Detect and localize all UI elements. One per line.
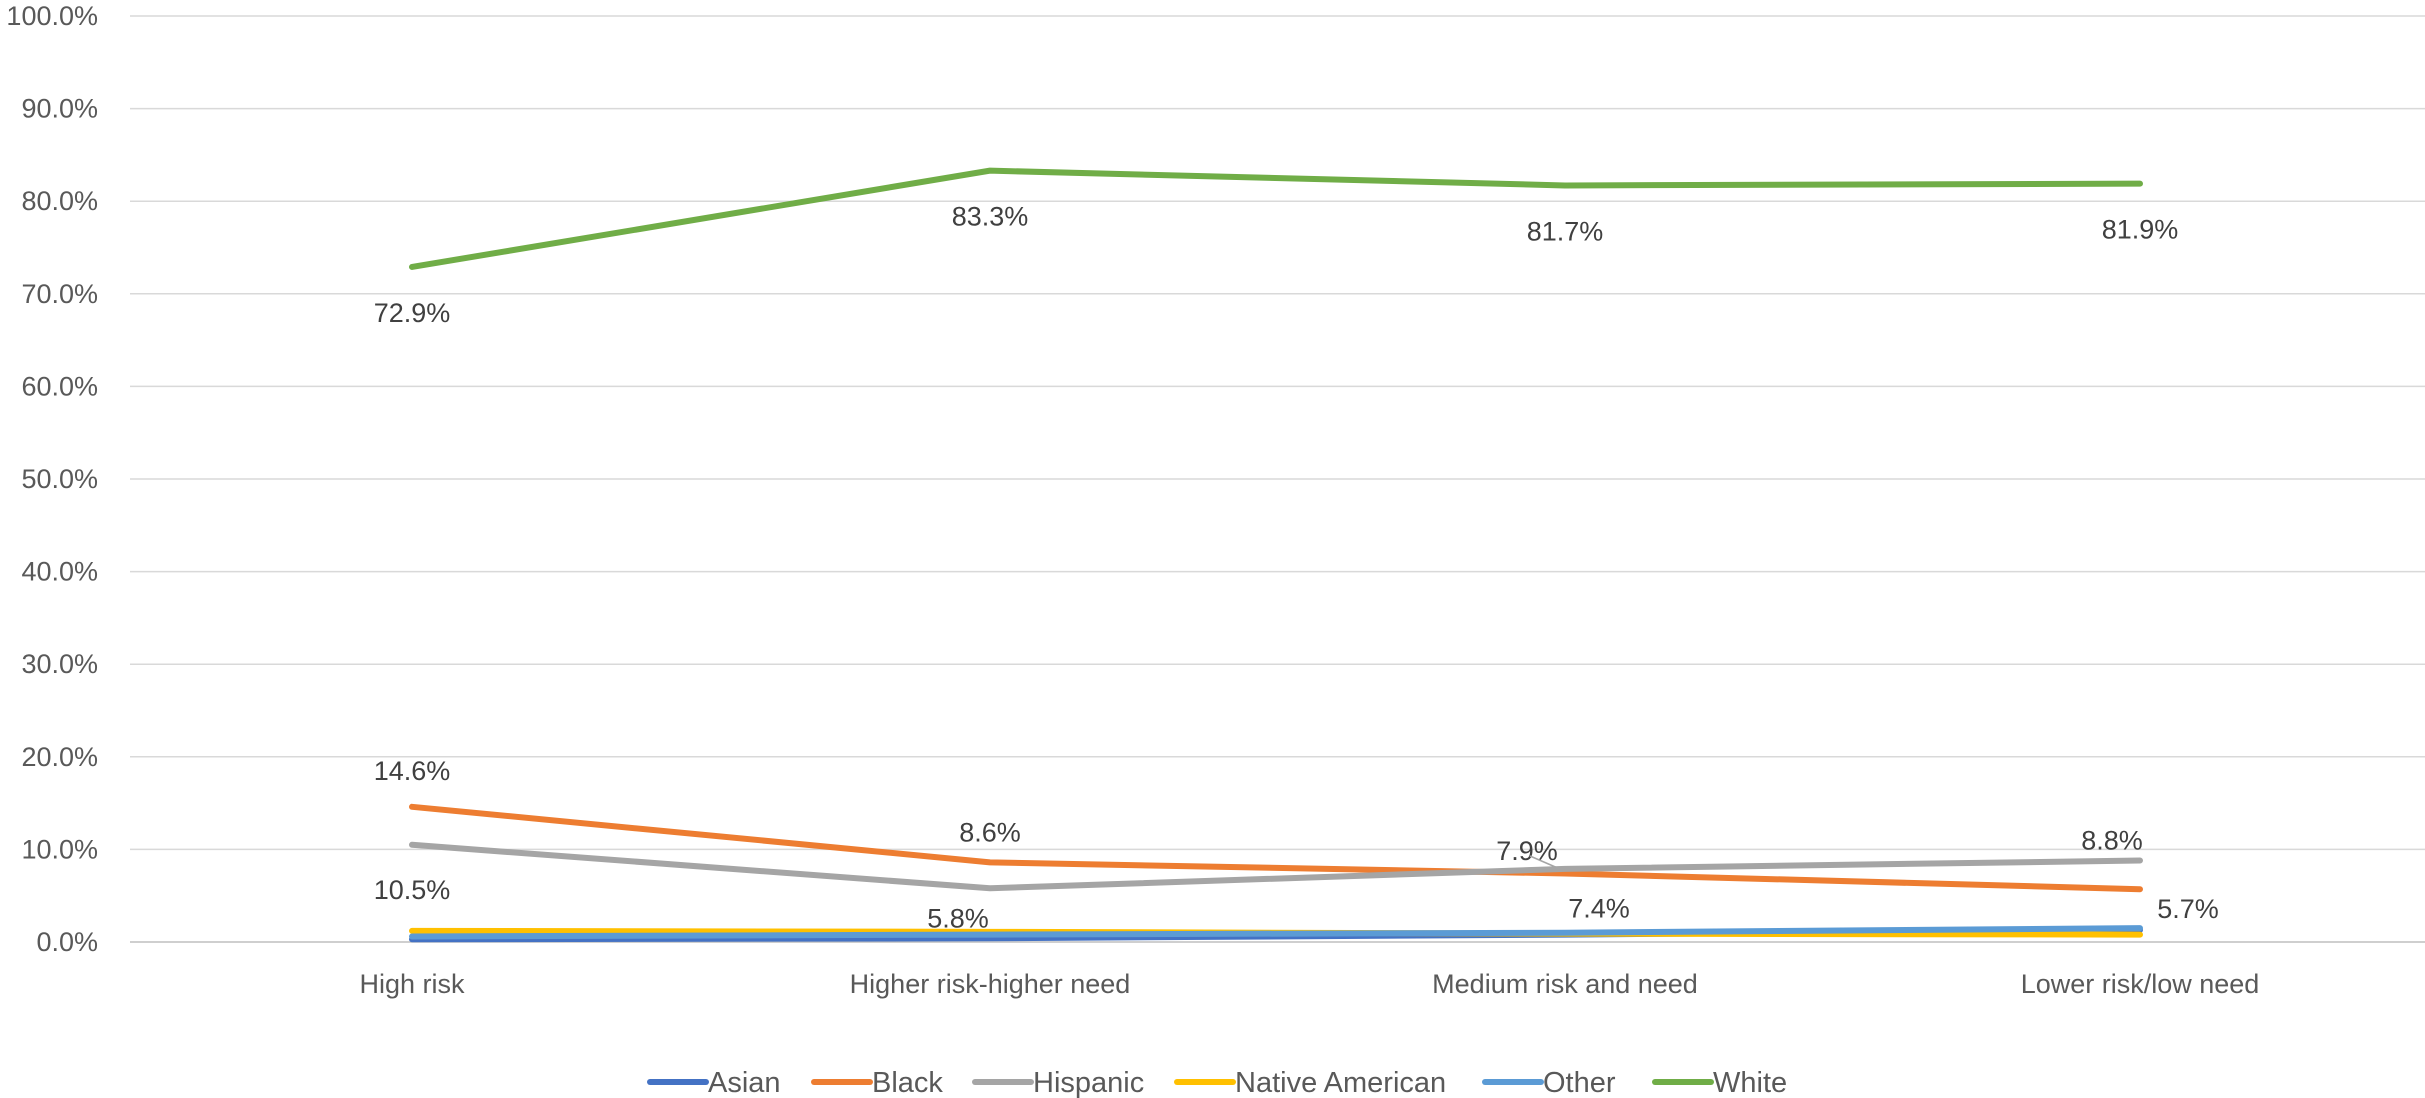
gridlines [130,15,2425,943]
y-tick-label: 50.0% [21,464,98,494]
series-line-hispanic [409,841,2143,892]
y-tick-label: 40.0% [21,557,98,587]
y-tick-label: 80.0% [21,186,98,216]
data-label: 5.8% [927,903,989,933]
data-label: 14.6% [374,756,451,786]
y-tick-label: 70.0% [21,279,98,309]
data-label: 5.7% [2157,894,2219,924]
series-line-other [409,925,2143,940]
legend-label: Native American [1235,1067,1446,1098]
legend: Asian Black Hispanic Native American Other Wh… [647,1067,1787,1098]
series-line-white [409,167,2143,270]
x-category-label: Higher risk-higher need [850,969,1131,999]
legend-label: Black [872,1067,943,1098]
y-tick-label: 20.0% [21,742,98,772]
legend-label: White [1713,1067,1787,1098]
y-tick-label: 90.0% [21,94,98,124]
data-label: 7.9% [1496,836,1558,866]
series-lines [409,167,2143,943]
data-labels: 14.6% 8.6% 7.4% 5.7% 10.5% 5.8% 7.9% 8.8% 72.9% 8… [374,202,2219,934]
series-line-black [409,803,2143,893]
data-label: 10.5% [374,875,451,905]
data-label: 7.4% [1568,893,1630,923]
data-label: 83.3% [952,202,1029,232]
x-category-label: Lower risk/low need [2021,969,2260,999]
x-axis-category-labels: High risk Higher risk-higher need Medium r… [359,969,2259,999]
data-label: 81.7% [1527,216,1604,246]
y-tick-label: 60.0% [21,371,98,401]
data-label: 8.8% [2081,826,2143,856]
y-tick-label: 100.0% [6,1,98,31]
x-category-label: High risk [359,969,465,999]
leader-line [1529,855,1561,870]
data-label: 81.9% [2102,215,2179,245]
y-tick-label: 10.0% [21,834,98,864]
data-label: 8.6% [959,817,1021,847]
y-axis-tick-labels: 0.0% 10.0% 20.0% 30.0% 40.0% 50.0% 60.0% 70.0% 8… [6,1,98,957]
x-category-label: Medium risk and need [1432,969,1698,999]
legend-label: Asian [708,1067,781,1098]
y-tick-label: 0.0% [36,927,98,957]
legend-label: Other [1543,1067,1616,1098]
y-tick-label: 30.0% [21,649,98,679]
legend-label: Hispanic [1033,1067,1144,1098]
data-label: 72.9% [374,298,451,328]
